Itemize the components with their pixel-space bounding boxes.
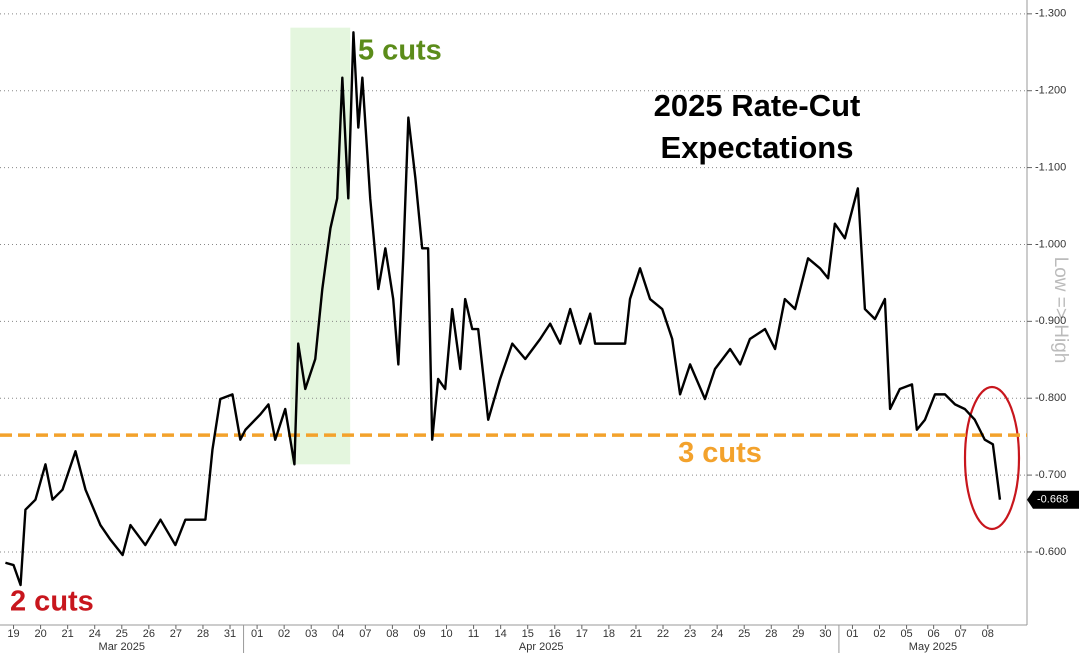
x-tick-label: 07 xyxy=(359,628,371,640)
x-tick-label: 08 xyxy=(386,628,398,640)
x-tick-label: 11 xyxy=(468,628,479,640)
month-label: May 2025 xyxy=(909,641,957,653)
y-tick-label: -1.100 xyxy=(1035,161,1066,173)
x-tick-label: 31 xyxy=(224,628,236,640)
y-tick-label: -0.700 xyxy=(1035,469,1066,481)
x-tick-label: 01 xyxy=(251,628,263,640)
y-tick-label: -1.300 xyxy=(1035,8,1066,20)
x-tick-label: 02 xyxy=(278,628,290,640)
x-tick-label: 17 xyxy=(576,628,588,640)
reference-label: 3 cuts xyxy=(678,437,762,469)
y-tick-label: -0.900 xyxy=(1035,315,1066,327)
x-tick-label: 01 xyxy=(846,628,858,640)
x-tick-label: 25 xyxy=(738,628,750,640)
annotation: 5 cuts xyxy=(358,35,442,67)
x-tick-label: 21 xyxy=(62,628,74,640)
x-tick-label: 20 xyxy=(34,628,46,640)
x-tick-label: 24 xyxy=(89,628,101,640)
x-tick-label: 25 xyxy=(116,628,128,640)
x-tick-label: 19 xyxy=(7,628,19,640)
x-tick-label: 07 xyxy=(955,628,967,640)
highlight-ellipse xyxy=(963,385,1021,531)
x-tick-label: 29 xyxy=(792,628,804,640)
x-tick-label: 28 xyxy=(765,628,777,640)
x-tick-label: 26 xyxy=(143,628,155,640)
x-tick-label: 08 xyxy=(982,628,994,640)
chart-title: Expectations xyxy=(661,130,854,165)
last-value-tag xyxy=(1027,490,1079,509)
x-tick-label: 09 xyxy=(413,628,425,640)
x-tick-label: 16 xyxy=(549,628,561,640)
y-tick-label: -0.600 xyxy=(1035,546,1066,558)
x-tick-label: 04 xyxy=(332,628,344,640)
x-tick-label: 02 xyxy=(873,628,885,640)
x-tick-label: 22 xyxy=(657,628,669,640)
x-tick-label: 05 xyxy=(900,628,912,640)
series-line xyxy=(5,31,1002,587)
x-tick-label: 21 xyxy=(630,628,642,640)
x-tick-label: 30 xyxy=(819,628,831,640)
y-axis-label: Low => High xyxy=(1050,257,1071,364)
y-tick-label: -1.200 xyxy=(1035,85,1066,97)
x-tick-label: 23 xyxy=(684,628,696,640)
last-value-label: -0.668 xyxy=(1037,494,1068,506)
x-tick-label: 18 xyxy=(603,628,615,640)
x-tick-label: 24 xyxy=(711,628,723,640)
annotation: 2 cuts xyxy=(10,586,94,618)
background-layer xyxy=(0,13,1027,553)
x-tick-label: 14 xyxy=(495,628,507,640)
x-tick-label: 10 xyxy=(440,628,452,640)
month-label: Apr 2025 xyxy=(519,641,564,653)
x-tick-label: 27 xyxy=(170,628,182,640)
x-tick-label: 28 xyxy=(197,628,209,640)
x-tick-label: 06 xyxy=(928,628,940,640)
x-tick-label: 03 xyxy=(305,628,317,640)
chart-title: 2025 Rate-Cut xyxy=(654,88,861,123)
month-label: Mar 2025 xyxy=(99,641,145,653)
y-tick-label: -1.000 xyxy=(1035,238,1066,250)
x-tick-label: 15 xyxy=(522,628,534,640)
y-tick-label: -0.800 xyxy=(1035,392,1066,404)
